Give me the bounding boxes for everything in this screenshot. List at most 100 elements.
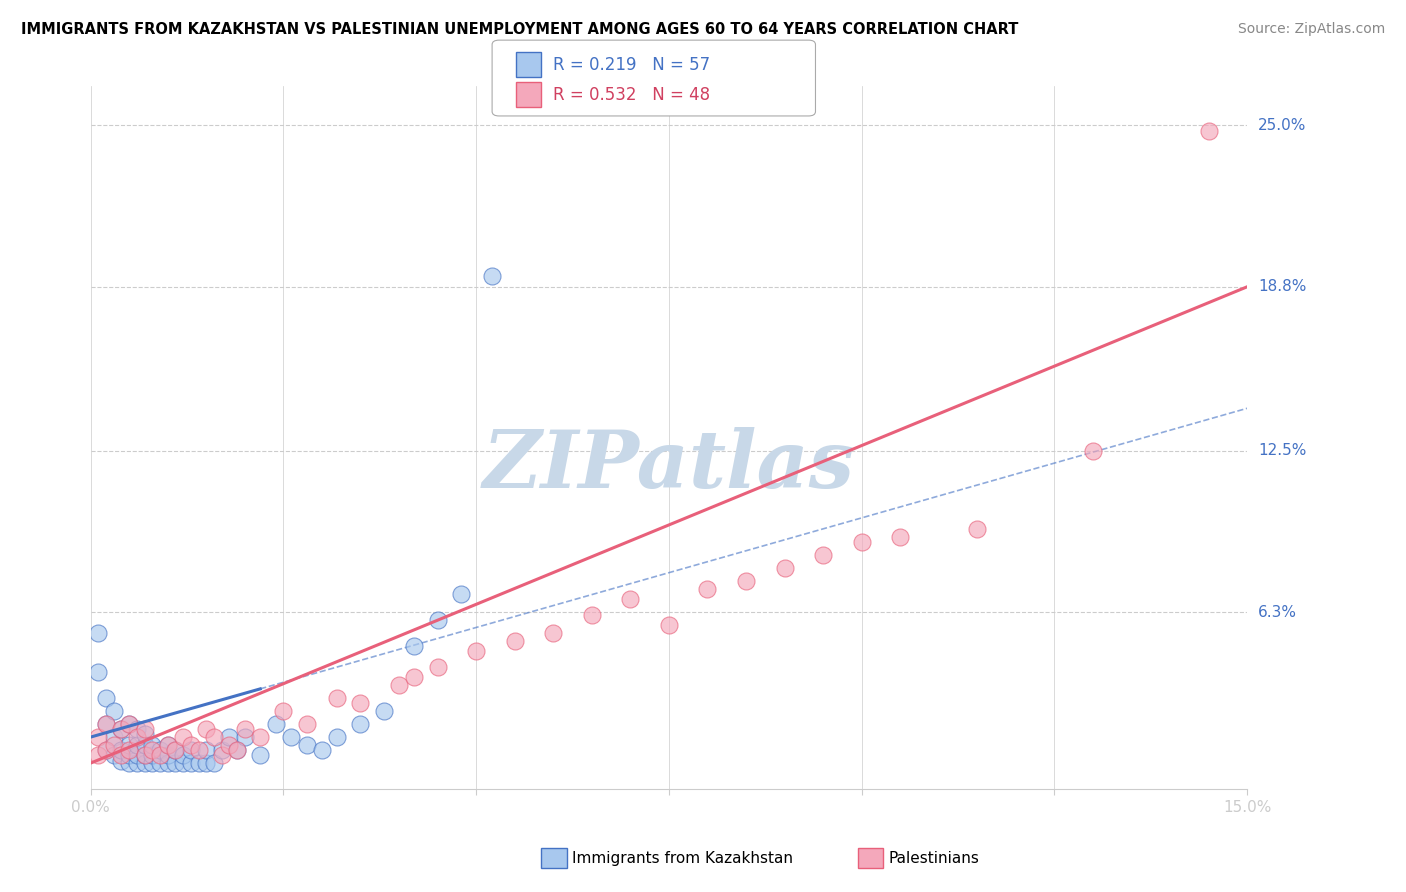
Point bbox=[696, 582, 718, 596]
Point bbox=[118, 743, 141, 757]
Text: R = 0.219   N = 57: R = 0.219 N = 57 bbox=[553, 55, 710, 74]
Point bbox=[156, 738, 179, 752]
Point bbox=[280, 730, 302, 744]
Point bbox=[172, 756, 194, 771]
Point bbox=[889, 530, 911, 544]
Point bbox=[187, 743, 209, 757]
Point bbox=[94, 717, 117, 731]
Point bbox=[94, 691, 117, 706]
Point bbox=[851, 534, 873, 549]
Point bbox=[404, 639, 426, 653]
Point bbox=[134, 727, 156, 741]
Text: IMMIGRANTS FROM KAZAKHSTAN VS PALESTINIAN UNEMPLOYMENT AMONG AGES 60 TO 64 YEARS: IMMIGRANTS FROM KAZAKHSTAN VS PALESTINIA… bbox=[21, 22, 1018, 37]
Point bbox=[249, 748, 271, 763]
Text: 18.8%: 18.8% bbox=[1258, 279, 1306, 294]
Point bbox=[103, 738, 125, 752]
Point bbox=[273, 704, 295, 718]
Point bbox=[349, 696, 371, 710]
Point bbox=[110, 723, 132, 737]
Point bbox=[87, 730, 110, 744]
Point bbox=[94, 743, 117, 757]
Point bbox=[94, 743, 117, 757]
Point bbox=[195, 743, 218, 757]
Text: R = 0.532   N = 48: R = 0.532 N = 48 bbox=[553, 86, 710, 103]
Point bbox=[149, 756, 172, 771]
Point bbox=[311, 743, 333, 757]
Text: 12.5%: 12.5% bbox=[1258, 443, 1306, 458]
Point bbox=[172, 730, 194, 744]
Point bbox=[141, 738, 163, 752]
Point bbox=[349, 717, 371, 731]
Point bbox=[165, 743, 187, 757]
Point bbox=[156, 748, 179, 763]
Point bbox=[187, 756, 209, 771]
Point bbox=[1198, 123, 1220, 137]
Point bbox=[195, 756, 218, 771]
Point bbox=[134, 748, 156, 763]
Point bbox=[233, 730, 256, 744]
Point bbox=[87, 748, 110, 763]
Point bbox=[118, 748, 141, 763]
Text: Immigrants from Kazakhstan: Immigrants from Kazakhstan bbox=[572, 851, 793, 865]
Point bbox=[103, 748, 125, 763]
Point bbox=[165, 756, 187, 771]
Point bbox=[211, 743, 233, 757]
Point bbox=[811, 548, 834, 562]
Point bbox=[156, 756, 179, 771]
Point bbox=[134, 748, 156, 763]
Text: Palestinians: Palestinians bbox=[889, 851, 980, 865]
Point bbox=[172, 748, 194, 763]
Point bbox=[426, 660, 449, 674]
Point bbox=[141, 756, 163, 771]
Point bbox=[125, 723, 148, 737]
Point bbox=[658, 618, 681, 632]
Point bbox=[211, 748, 233, 763]
Point bbox=[218, 730, 240, 744]
Point bbox=[125, 748, 148, 763]
Point bbox=[134, 756, 156, 771]
Point bbox=[118, 717, 141, 731]
Point bbox=[94, 717, 117, 731]
Point bbox=[87, 626, 110, 640]
Point bbox=[233, 723, 256, 737]
Point bbox=[87, 665, 110, 679]
Point bbox=[125, 756, 148, 771]
Point bbox=[735, 574, 758, 588]
Point bbox=[404, 670, 426, 684]
Point bbox=[450, 587, 472, 601]
Text: 6.3%: 6.3% bbox=[1258, 605, 1298, 620]
Point bbox=[326, 691, 349, 706]
Point bbox=[156, 738, 179, 752]
Point bbox=[264, 717, 287, 731]
Point bbox=[202, 756, 225, 771]
Point bbox=[249, 730, 271, 744]
Point bbox=[619, 592, 641, 607]
Point bbox=[581, 607, 603, 622]
Point bbox=[118, 717, 141, 731]
Point bbox=[226, 743, 249, 757]
Point bbox=[503, 633, 526, 648]
Point bbox=[110, 754, 132, 768]
Point bbox=[180, 756, 202, 771]
Point bbox=[326, 730, 349, 744]
Point bbox=[180, 743, 202, 757]
Point bbox=[426, 613, 449, 627]
Point bbox=[103, 704, 125, 718]
Text: Source: ZipAtlas.com: Source: ZipAtlas.com bbox=[1237, 22, 1385, 37]
Point bbox=[118, 738, 141, 752]
Point bbox=[165, 743, 187, 757]
Point bbox=[134, 723, 156, 737]
Text: ZIPatlas: ZIPatlas bbox=[482, 427, 855, 505]
Point bbox=[118, 756, 141, 771]
Point bbox=[295, 738, 318, 752]
Point bbox=[141, 748, 163, 763]
Point bbox=[125, 738, 148, 752]
Point bbox=[481, 269, 503, 284]
Point bbox=[141, 743, 163, 757]
Point bbox=[388, 678, 411, 692]
Point bbox=[125, 730, 148, 744]
Point bbox=[295, 717, 318, 731]
Point bbox=[541, 626, 564, 640]
Text: 25.0%: 25.0% bbox=[1258, 118, 1306, 133]
Point bbox=[1081, 443, 1104, 458]
